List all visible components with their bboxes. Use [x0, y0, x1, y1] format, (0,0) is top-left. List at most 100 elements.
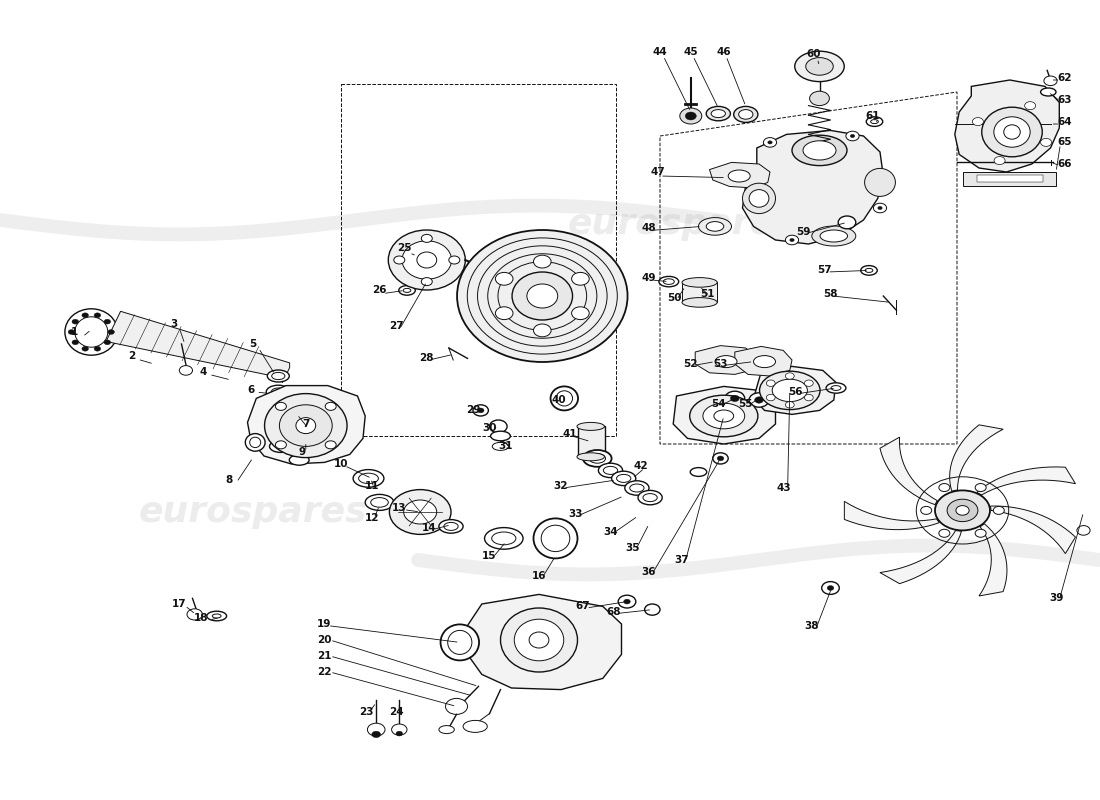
Text: 31: 31: [498, 442, 514, 451]
Text: 24: 24: [388, 707, 404, 717]
Circle shape: [81, 313, 88, 318]
Ellipse shape: [603, 466, 618, 474]
Ellipse shape: [440, 625, 478, 661]
Text: 45: 45: [683, 47, 698, 57]
Ellipse shape: [691, 467, 706, 476]
Ellipse shape: [871, 119, 878, 123]
Ellipse shape: [698, 218, 732, 235]
Ellipse shape: [541, 526, 570, 552]
Text: 64: 64: [1057, 118, 1072, 127]
Polygon shape: [742, 130, 883, 244]
Text: 23: 23: [359, 707, 374, 717]
Circle shape: [412, 252, 419, 257]
Polygon shape: [990, 506, 1076, 554]
Text: 62: 62: [1057, 74, 1072, 83]
Text: 65: 65: [1057, 138, 1072, 147]
Circle shape: [275, 441, 286, 449]
Ellipse shape: [371, 498, 388, 507]
Circle shape: [921, 506, 932, 514]
Ellipse shape: [267, 370, 289, 382]
Ellipse shape: [359, 473, 378, 483]
Text: 14: 14: [421, 523, 437, 533]
Circle shape: [767, 380, 775, 386]
Text: 55: 55: [738, 399, 754, 409]
Text: 8: 8: [226, 475, 232, 485]
Circle shape: [104, 319, 111, 324]
Circle shape: [367, 723, 385, 736]
Ellipse shape: [612, 471, 636, 486]
Text: 35: 35: [625, 543, 640, 553]
Ellipse shape: [458, 230, 627, 362]
Circle shape: [838, 216, 856, 229]
Text: 42: 42: [634, 462, 649, 471]
Ellipse shape: [551, 386, 579, 410]
Ellipse shape: [638, 490, 662, 505]
Polygon shape: [710, 162, 770, 188]
Ellipse shape: [515, 619, 563, 661]
Text: 21: 21: [317, 651, 332, 661]
Ellipse shape: [512, 272, 572, 320]
Circle shape: [725, 391, 745, 406]
Text: 40: 40: [551, 395, 566, 405]
Text: 13: 13: [392, 503, 407, 513]
Circle shape: [473, 405, 488, 416]
Circle shape: [104, 340, 111, 345]
Text: 52: 52: [683, 359, 698, 369]
Ellipse shape: [1003, 125, 1021, 139]
Text: 32: 32: [553, 482, 569, 491]
Circle shape: [680, 108, 702, 124]
Text: 66: 66: [1057, 159, 1072, 169]
Circle shape: [95, 346, 101, 351]
Polygon shape: [468, 594, 622, 690]
Text: 51: 51: [700, 290, 715, 299]
Text: 63: 63: [1057, 95, 1072, 105]
Polygon shape: [880, 530, 961, 584]
Text: 29: 29: [465, 406, 481, 415]
Text: 56: 56: [788, 387, 803, 397]
Polygon shape: [977, 175, 1043, 182]
Circle shape: [392, 724, 407, 735]
Ellipse shape: [703, 403, 745, 429]
Ellipse shape: [365, 494, 394, 510]
Text: 16: 16: [531, 571, 547, 581]
Text: 60: 60: [806, 50, 822, 59]
Ellipse shape: [742, 183, 775, 214]
Circle shape: [534, 324, 551, 337]
Circle shape: [95, 313, 101, 318]
Text: 36: 36: [641, 567, 657, 577]
Text: 28: 28: [419, 354, 435, 363]
Circle shape: [372, 731, 381, 738]
Circle shape: [873, 203, 887, 213]
Ellipse shape: [264, 394, 348, 458]
Ellipse shape: [794, 51, 845, 82]
Circle shape: [404, 500, 437, 524]
Ellipse shape: [439, 520, 463, 533]
Ellipse shape: [826, 383, 846, 394]
Circle shape: [804, 394, 813, 401]
Circle shape: [785, 373, 794, 379]
Polygon shape: [106, 311, 289, 382]
Ellipse shape: [981, 107, 1043, 157]
Polygon shape: [248, 386, 365, 464]
Circle shape: [804, 380, 813, 386]
Circle shape: [645, 604, 660, 615]
Circle shape: [993, 506, 1004, 514]
Ellipse shape: [749, 190, 769, 207]
Text: 6: 6: [248, 386, 254, 395]
Ellipse shape: [493, 442, 508, 450]
Bar: [578, 426, 605, 457]
Ellipse shape: [690, 395, 758, 437]
Circle shape: [187, 609, 202, 620]
Text: 41: 41: [562, 430, 578, 439]
Ellipse shape: [500, 608, 578, 672]
Ellipse shape: [625, 481, 649, 495]
Circle shape: [846, 131, 859, 141]
Ellipse shape: [272, 372, 285, 380]
Ellipse shape: [805, 58, 834, 75]
Ellipse shape: [65, 309, 118, 355]
Text: 59: 59: [795, 227, 811, 237]
Ellipse shape: [682, 298, 717, 307]
Circle shape: [389, 490, 451, 534]
Text: 25: 25: [397, 243, 412, 253]
Ellipse shape: [492, 532, 516, 545]
